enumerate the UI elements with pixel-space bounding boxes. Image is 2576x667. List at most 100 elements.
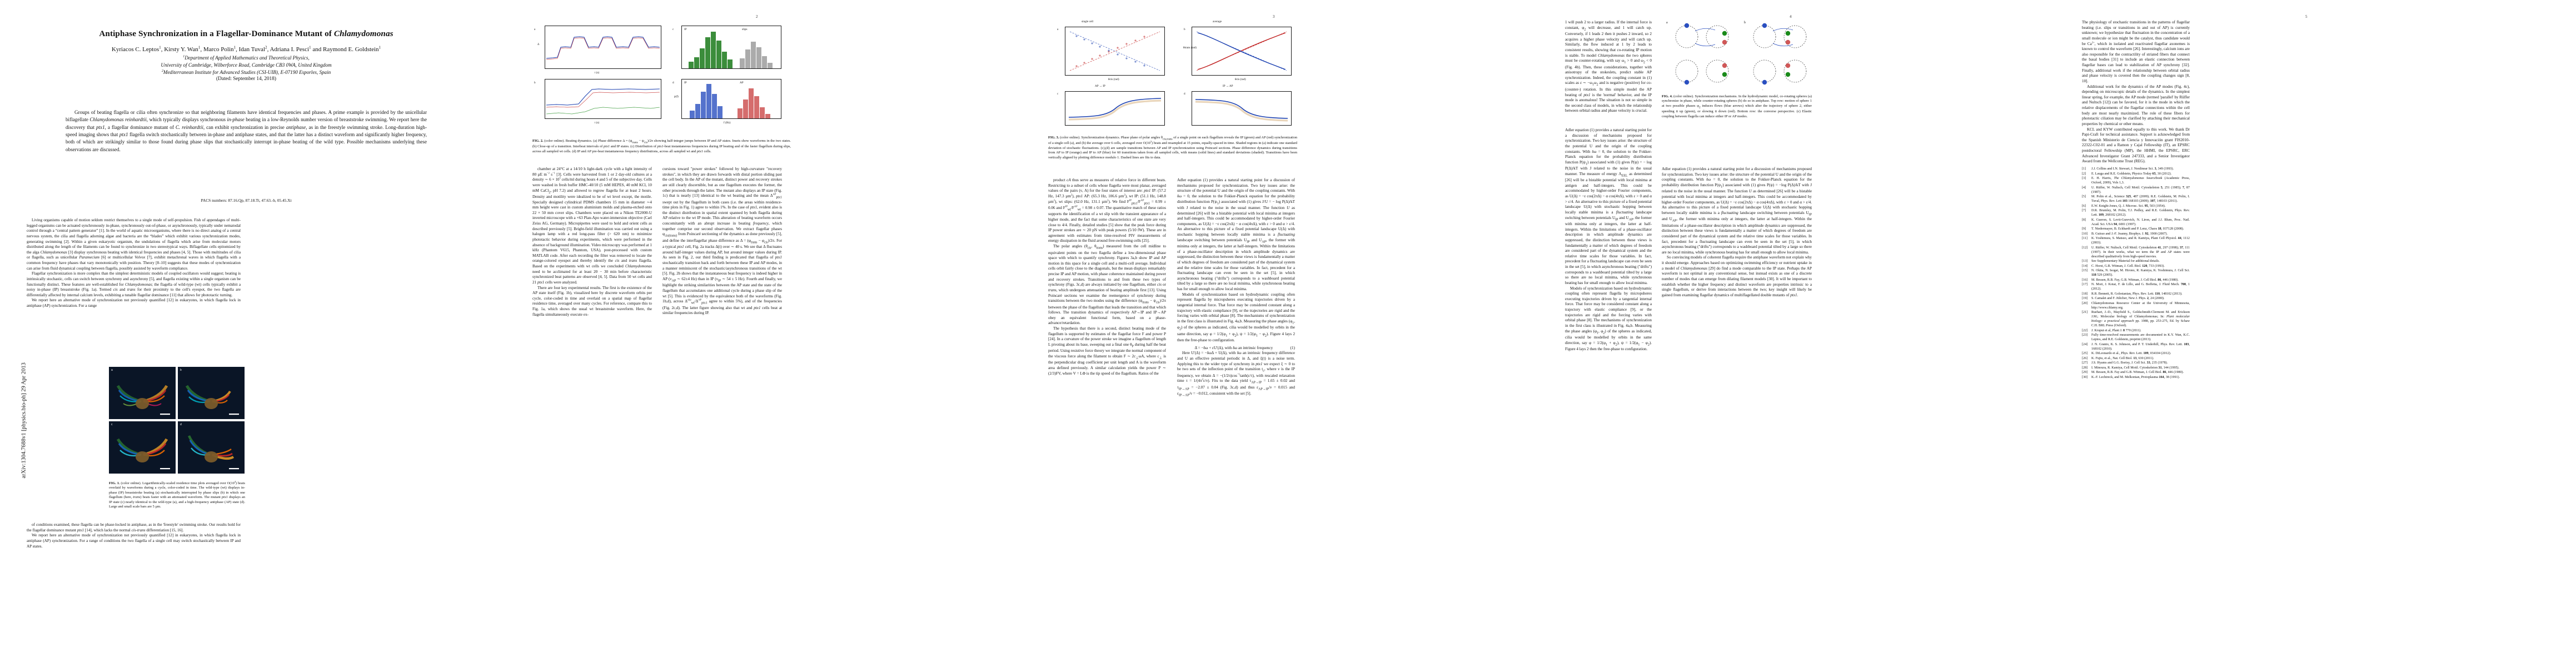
fig3-title-ip-ap: IP → AP [1223, 84, 1233, 88]
figure-2-caption: FIG. 2. (color online). Beating dynamics… [532, 139, 791, 153]
wt-slip-plot [178, 367, 245, 419]
fig2-panel-c-axes: IP slips [681, 26, 781, 69]
fig2-panel-d-hist [690, 84, 770, 118]
reference-item: [14] C. Horst, G.B. Witman, J. Cell. Biol… [2082, 264, 2165, 268]
reference-item: [15] N. Okita, N. Isogai, M. Hirono, R. K… [2082, 269, 2190, 277]
reference-item: [3] E. H. Harris, The Chlamydomonas Sourc… [2082, 177, 2190, 185]
reference-item: [4] U. Rüffer, W. Nultsch, Cell Motil. Cy… [2082, 186, 2190, 194]
reference-item: [24] J. N. Granto, K. S. Johnson, and P. … [2082, 342, 2190, 351]
page-title: Antiphase Synchronization in a Flagellar… [27, 29, 466, 39]
page-3: 3 single cell average [1034, 0, 1551, 667]
svg-text:c: c [1762, 89, 1763, 90]
fig2-b-xlabel: t (s) [595, 121, 600, 125]
fig3-panel-b-axes: θtrans (rad) [1183, 27, 1292, 76]
reference-item: [13] See Supplementary Material for addit… [2082, 260, 2160, 263]
page-number-4: 4 [1790, 14, 1792, 19]
affiliation-1b: University of Cambridge, Wilberforce Roa… [161, 62, 332, 68]
paragraph: Models of synchronization based on hydro… [1565, 286, 1652, 351]
equation-1: Δ̇ = −δω + εU′(Δ), with δω an intrinsic … [1194, 345, 1295, 350]
references-col1: [1] J.J. Collins and I.N. Stewart, J. Non… [2082, 167, 2190, 380]
paragraph: We report here an alternative mode of sy… [27, 533, 241, 549]
title-species: Chlamydomonas [333, 29, 393, 38]
fig3-title-ap-ip: AP → IP [1095, 84, 1105, 88]
fig3-panel-d-axes [1192, 91, 1292, 126]
svg-text:a: a [1666, 21, 1668, 24]
dated-line: (Dated: September 14, 2018) [216, 76, 276, 82]
fig2-panel-b-axes [545, 79, 661, 119]
fig2-panel-b-label: b [534, 81, 536, 84]
fig3-panel-d-curve [1195, 99, 1288, 122]
reference-item: [25] K. DiLeonardo et al., Phys. Rev. Let… [2082, 352, 2171, 355]
fig4-sphere-diagram: a b [1666, 21, 1807, 90]
fig2-d-ylabel: p(f) [674, 95, 679, 98]
fig3-panel-c-curve [1068, 98, 1162, 121]
paragraph: product cA thus serve as measures of rel… [1048, 178, 1167, 243]
paragraph: Additional work for the dynamics of the … [2082, 84, 2190, 126]
fig2-panel-a-label: a [534, 28, 536, 31]
arxiv-stamp: arXiv:1304.7688v1 [physics.bio-ph] 29 Ap… [21, 362, 27, 479]
fig2-d-xlabel: f (Hz) [724, 121, 731, 125]
micrograph-ptx1-ap: d [178, 421, 245, 474]
fig2-panel-a-axes: Δ [537, 26, 661, 69]
figure-4-image: a b [1662, 18, 1812, 90]
reference-item: [20] Chlamydomonas Resource Center at the… [2082, 301, 2190, 310]
reference-item: [12] U. Rüffer, W. Nultsch, Cell Motil. C… [2082, 246, 2190, 258]
page4-col2: Adler equation (1) provides a natural st… [1662, 167, 1812, 298]
reference-item: [30] K.-F. Lechtreck, and M. Melkonian, P… [2082, 375, 2180, 379]
pacs-line: PACS numbers: 87.16.Qp, 87.18.Tt, 47.63.… [201, 198, 292, 203]
fig2-legend-slips: slips [742, 28, 748, 31]
page-number-5: 5 [2305, 14, 2308, 19]
fig3-b-xlabel: θcis (rad) [1235, 78, 1246, 81]
fig3-a-xlabel: θcis (rad) [1108, 78, 1119, 81]
reference-item: [27] J.S. Hyams and G.G. Borisy, J. Cell … [2082, 361, 2168, 365]
paragraph: The physiology of stochastic transitions… [2082, 20, 2190, 83]
micrograph-wt-slip: b [178, 367, 245, 419]
fig3-panel-b-scatter [1196, 31, 1287, 71]
reference-item: [1] J.J. Collins and I.N. Stewart, J. Non… [2082, 167, 2174, 171]
page-number-3: 3 [1273, 14, 1275, 19]
reference-item: [26] K. Fujiu, et al., Nat. Cell Biol. 13… [2082, 356, 2154, 360]
ptx1-ap-plot [178, 421, 245, 474]
title-text: Antiphase Synchronization in a Flagellar… [99, 29, 334, 38]
fig3-title-single-cell: single cell [1082, 20, 1094, 23]
figure-3-caption: FIG. 3. (color online). Synchronization … [1048, 136, 1297, 160]
fig2-legend-ip2: IP [684, 81, 687, 84]
micrograph-ptx1-ip: c [109, 421, 176, 474]
fig3-panel-d-label: d [1184, 92, 1185, 96]
fig2-panel-a-trace [546, 36, 660, 60]
paragraph: There are four key experimental results.… [532, 285, 652, 317]
reference-item: [8] K. Gueron, S. Levit-Gurevich, N. Liro… [2082, 218, 2190, 226]
fig3-panel-a-label: a [1057, 28, 1059, 31]
affiliation-2: 2Mediterranean Institute for Advanced St… [161, 69, 331, 75]
fig2-panel-c-hist [689, 32, 773, 68]
micrograph-wt-ip: a [109, 367, 176, 419]
reference-item: [10] B. Guirao and J.-F. Joanny, Biophys.… [2082, 232, 2168, 236]
reference-item: [18] R.R. Bennett, R. Golestanian, Phys. … [2082, 292, 2183, 296]
reference-item: [28] I. Minoura, R. Kamiya, Cell Motil. C… [2082, 366, 2180, 370]
ptx1-ip-plot [109, 421, 176, 474]
figure-2-image: Δ a t (s) b t (s) [532, 21, 791, 135]
page3-col1: product cA thus serve as measures of rel… [1048, 178, 1166, 376]
page3-col2: Adler equation (1) provides a natural st… [1177, 178, 1295, 398]
paragraph: Living organisms capable of motion seldo… [27, 218, 241, 271]
author-list: Kyriacos C. Leptos1, Kirsty Y. Wan1, Mar… [111, 45, 381, 53]
figure-3-image: single cell average [1048, 20, 1297, 131]
fig3-panel-b-label: b [1184, 28, 1185, 31]
reference-item: [9] T. Niedermayer, B. Eckhardt and P. Le… [2082, 227, 2184, 231]
paragraph: Models of synchronization based on hydro… [1177, 292, 1296, 343]
paragraph: KCL and KYW contributed equally to this … [2082, 127, 2190, 164]
paragraph: We report here an alternative mode of sy… [27, 298, 241, 308]
fig2-a-ylabel: Δ [537, 43, 540, 46]
page-number-2: 2 [756, 14, 758, 19]
reference-item: [16] M. Bessen, R.B. Fay, G.B. Witman, J.… [2082, 278, 2179, 282]
paragraph: So convincing models of coherent flagell… [1662, 255, 1812, 297]
reference-item: [29] M. Bessen, R.B. Fay and G.B. Witman,… [2082, 371, 2184, 374]
fig2-legend-ap: AP [740, 81, 744, 84]
page5-col1: The physiology of stochastic transitions… [2082, 20, 2190, 165]
page-4: 4 a [1551, 0, 2067, 667]
fig3-panel-c-label: c [1057, 92, 1059, 96]
page-1: arXiv:1304.7688v1 [physics.bio-ph] 29 Ap… [0, 0, 517, 667]
panel-label-b: b [180, 369, 182, 372]
reference-item: [17] N. Mori, J. Kotai, F. de Lillo, and … [2082, 283, 2190, 291]
